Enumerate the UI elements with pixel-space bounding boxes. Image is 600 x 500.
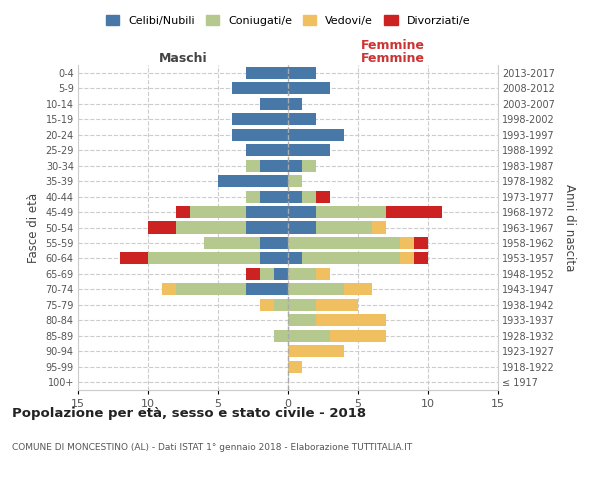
Bar: [288, 222, 316, 234]
Bar: [316, 314, 386, 326]
Bar: [218, 175, 288, 187]
Bar: [260, 160, 288, 172]
Bar: [246, 268, 260, 280]
Bar: [288, 206, 316, 218]
Bar: [344, 284, 372, 296]
Text: Femmine: Femmine: [361, 52, 425, 65]
Bar: [288, 113, 316, 125]
Bar: [288, 284, 344, 296]
Bar: [260, 252, 288, 264]
Bar: [176, 222, 246, 234]
Bar: [400, 237, 414, 249]
Bar: [372, 222, 386, 234]
Bar: [288, 160, 302, 172]
Bar: [246, 284, 288, 296]
Bar: [316, 268, 330, 280]
Bar: [386, 206, 442, 218]
Bar: [316, 299, 358, 311]
Bar: [302, 252, 400, 264]
Bar: [148, 222, 176, 234]
Bar: [288, 190, 302, 202]
Text: Femmine: Femmine: [361, 39, 425, 52]
Bar: [260, 237, 288, 249]
Bar: [162, 284, 176, 296]
Bar: [330, 330, 386, 342]
Bar: [176, 206, 190, 218]
Bar: [246, 160, 260, 172]
Bar: [288, 66, 316, 79]
Bar: [246, 222, 288, 234]
Bar: [288, 361, 302, 373]
Y-axis label: Fasce di età: Fasce di età: [27, 192, 40, 262]
Bar: [288, 268, 316, 280]
Bar: [288, 252, 302, 264]
Bar: [148, 252, 260, 264]
Bar: [316, 222, 372, 234]
Bar: [302, 160, 316, 172]
Bar: [288, 175, 302, 187]
Text: Popolazione per età, sesso e stato civile - 2018: Popolazione per età, sesso e stato civil…: [12, 408, 366, 420]
Bar: [414, 252, 428, 264]
Bar: [120, 252, 148, 264]
Bar: [246, 66, 288, 79]
Bar: [288, 82, 330, 94]
Bar: [288, 330, 330, 342]
Bar: [246, 144, 288, 156]
Bar: [288, 314, 316, 326]
Bar: [190, 206, 246, 218]
Bar: [302, 190, 316, 202]
Bar: [260, 268, 274, 280]
Text: COMUNE DI MONCESTINO (AL) - Dati ISTAT 1° gennaio 2018 - Elaborazione TUTTITALIA: COMUNE DI MONCESTINO (AL) - Dati ISTAT 1…: [12, 442, 412, 452]
Bar: [260, 299, 274, 311]
Bar: [288, 144, 330, 156]
Bar: [176, 284, 246, 296]
Bar: [400, 252, 414, 264]
Bar: [260, 190, 288, 202]
Text: Maschi: Maschi: [158, 52, 208, 65]
Bar: [232, 128, 288, 140]
Bar: [288, 128, 344, 140]
Bar: [288, 98, 302, 110]
Bar: [288, 299, 316, 311]
Bar: [288, 346, 344, 358]
Bar: [274, 268, 288, 280]
Bar: [232, 82, 288, 94]
Bar: [260, 98, 288, 110]
Bar: [316, 206, 386, 218]
Y-axis label: Anni di nascita: Anni di nascita: [563, 184, 576, 271]
Bar: [288, 237, 400, 249]
Legend: Celibi/Nubili, Coniugati/e, Vedovi/e, Divorziati/e: Celibi/Nubili, Coniugati/e, Vedovi/e, Di…: [101, 10, 475, 30]
Bar: [232, 113, 288, 125]
Bar: [246, 206, 288, 218]
Bar: [274, 299, 288, 311]
Bar: [246, 190, 260, 202]
Bar: [204, 237, 260, 249]
Bar: [316, 190, 330, 202]
Bar: [274, 330, 288, 342]
Bar: [414, 237, 428, 249]
